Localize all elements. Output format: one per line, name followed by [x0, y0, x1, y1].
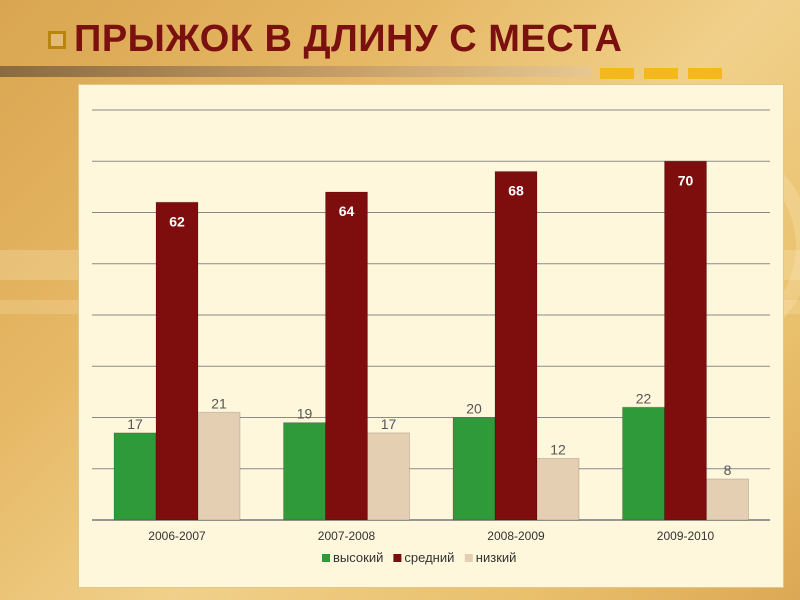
data-label: 8 — [724, 462, 732, 478]
bar — [113, 432, 157, 521]
legend-swatch — [464, 554, 473, 562]
bar — [155, 201, 199, 521]
data-label: 12 — [550, 442, 566, 458]
slide-title-text: ПРЫЖОК В ДЛИНУ С МЕСТА — [74, 18, 623, 60]
bar — [622, 406, 665, 521]
x-tick-label: 2008-2009 — [487, 529, 545, 543]
title-underline — [0, 66, 592, 77]
legend-label: средний — [404, 550, 454, 565]
accent-segment — [644, 68, 678, 79]
data-label: 20 — [466, 401, 482, 417]
accent-segment — [600, 68, 634, 79]
checkbox-bullet-icon — [48, 30, 66, 49]
x-tick-label: 2007-2008 — [318, 529, 376, 543]
legend-swatch — [393, 554, 402, 562]
bar — [283, 422, 326, 521]
data-label: 62 — [169, 213, 185, 229]
data-label: 17 — [127, 416, 143, 432]
x-tick-label: 2006-2007 — [148, 529, 206, 543]
bar — [452, 417, 496, 521]
data-label: 68 — [508, 183, 524, 199]
slide-title: ПРЫЖОК В ДЛИНУ С МЕСТА — [48, 18, 622, 61]
legend-label: низкий — [476, 550, 517, 565]
data-label: 70 — [678, 172, 694, 188]
bar — [367, 432, 410, 521]
legend-label: высокий — [333, 550, 383, 565]
bar — [664, 160, 707, 521]
bar — [536, 458, 580, 521]
data-label: 19 — [297, 406, 313, 422]
data-label: 17 — [381, 416, 397, 432]
bar — [706, 478, 749, 521]
title-bar: ПРЫЖОК В ДЛИНУ С МЕСТА — [0, 0, 800, 80]
data-label: 22 — [636, 390, 652, 406]
bar — [197, 411, 241, 521]
data-label: 64 — [339, 203, 355, 219]
x-tick-label: 2009-2010 — [657, 529, 715, 543]
accent-segment — [688, 68, 722, 79]
bar — [325, 191, 368, 521]
legend-swatch — [322, 554, 330, 562]
data-label: 21 — [211, 395, 227, 411]
bar — [494, 171, 538, 521]
